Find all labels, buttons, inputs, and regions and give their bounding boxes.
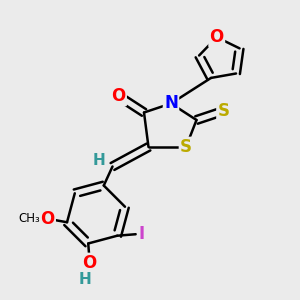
Text: H: H (93, 153, 105, 168)
Text: CH₃: CH₃ (18, 212, 40, 225)
Text: O: O (40, 210, 55, 228)
Text: O: O (111, 87, 126, 105)
Text: H: H (79, 272, 92, 287)
Text: S: S (218, 102, 230, 120)
Text: O: O (82, 254, 97, 272)
Text: S: S (180, 138, 192, 156)
Text: O: O (210, 28, 224, 46)
Text: I: I (138, 225, 144, 243)
Text: N: N (164, 94, 178, 112)
